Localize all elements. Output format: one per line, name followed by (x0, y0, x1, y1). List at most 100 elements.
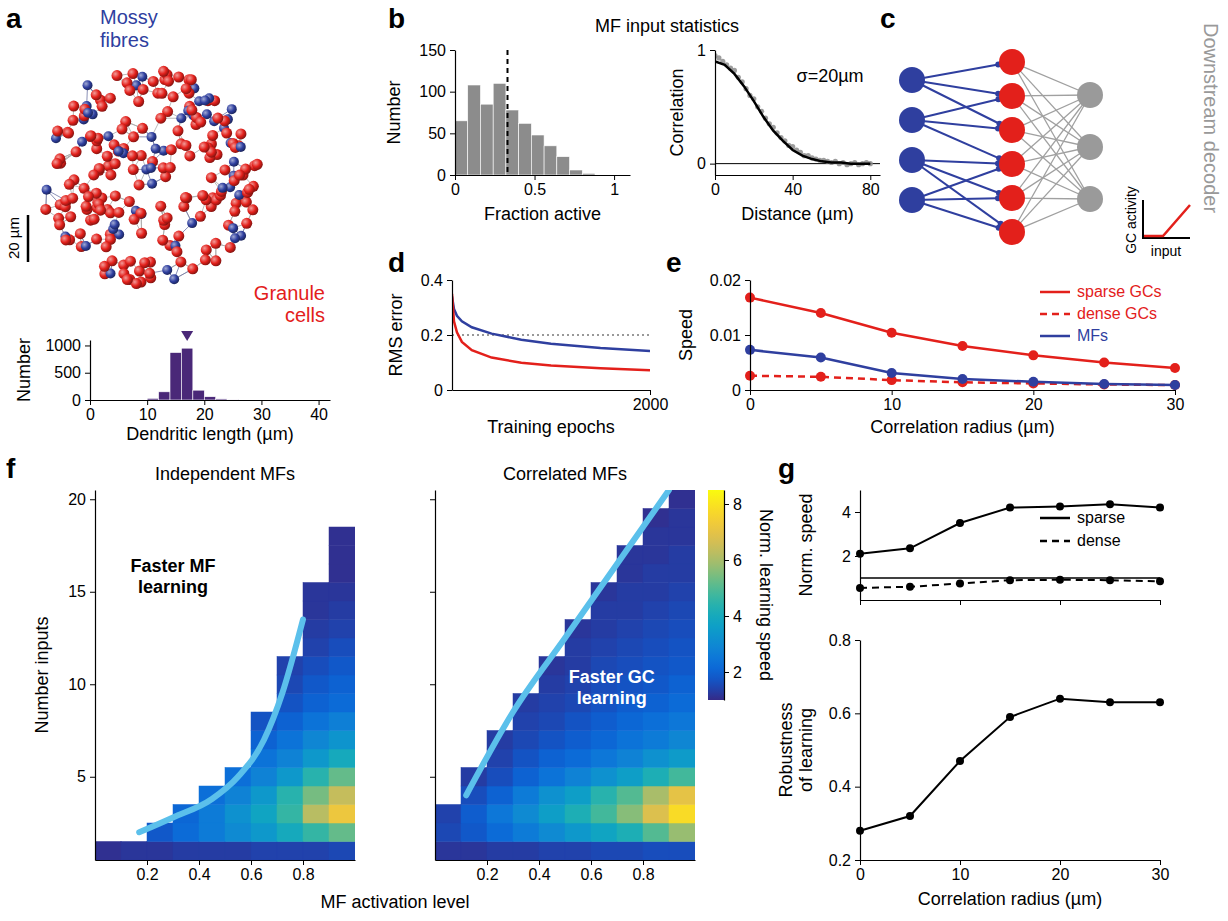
heat-cell (303, 712, 329, 731)
network-illustration (40, 66, 262, 289)
tick: 0 (697, 155, 715, 172)
tick-mark (1060, 600, 1061, 605)
heat-cell (513, 768, 539, 787)
mossy-connection (912, 160, 999, 193)
mossy-fibre (218, 183, 228, 193)
tick-label: 10 (883, 396, 901, 413)
granule-cell (157, 235, 168, 246)
mossy-connection (912, 120, 999, 158)
axis-line (751, 390, 1176, 391)
y-axis (430, 491, 436, 861)
tick: 40 (310, 400, 328, 423)
tick-mark (724, 672, 729, 673)
axis-line (91, 400, 331, 401)
tick-label: 20 (68, 491, 86, 508)
heat-cell (591, 786, 617, 805)
marker (1106, 698, 1114, 706)
tick-mark (90, 592, 95, 593)
heat-cell (617, 731, 643, 750)
marker (887, 328, 897, 338)
tick: 10 (952, 860, 970, 883)
granule-cell (127, 68, 138, 79)
tick-mark (724, 504, 729, 505)
tick-label: 1 (697, 42, 706, 59)
heat-cell (251, 768, 277, 787)
tick-mark (643, 860, 644, 865)
tick-mark (447, 280, 452, 281)
tick: 10 (68, 676, 95, 693)
tick-label: 1 (610, 181, 619, 198)
axis-line (861, 860, 1161, 861)
tick-mark (450, 92, 455, 93)
granule-cell (137, 123, 148, 134)
x-axis: 0.20.40.60.8 (96, 860, 356, 883)
tick-mark (450, 133, 455, 134)
heat-cell (277, 731, 303, 750)
title: MF input statistics (595, 16, 739, 36)
inset-label: input (1151, 243, 1181, 259)
heat-cell (565, 712, 591, 731)
annotation: Faster GClearning (569, 667, 655, 708)
tick: 1 (697, 42, 715, 59)
granule-cell (89, 214, 100, 225)
tick: 30 (253, 400, 271, 423)
panel-4: 010203000.010.02Correlation radius (µm)S… (676, 272, 1185, 437)
annotation: σ=20µm (797, 66, 864, 86)
decoder-label: Downstream decoder (1200, 23, 1222, 213)
heat-cell (565, 842, 591, 861)
heat-cell (669, 675, 695, 694)
tick-label: 20 (1025, 396, 1043, 413)
tick-mark (591, 860, 592, 865)
line-series (452, 297, 650, 351)
granule-cell (210, 238, 221, 249)
granule-cell (234, 170, 245, 181)
granule-cell (244, 184, 255, 195)
marker (1156, 698, 1164, 706)
x-axis: 0.20.40.60.8 (436, 860, 696, 883)
mossy-fibre-node (899, 107, 925, 133)
y-axis: 5101520 (68, 491, 95, 861)
heat-cell (329, 638, 355, 657)
tick-label: 0.2 (476, 866, 498, 883)
tick: 20 (68, 491, 95, 508)
heat-cell (669, 490, 695, 509)
granule-cell (166, 144, 177, 155)
heat-cell (643, 601, 669, 620)
granule-cell (195, 211, 206, 222)
tick: 30 (1152, 860, 1170, 883)
axis-line (96, 860, 356, 861)
heat-cell (669, 694, 695, 713)
bar (582, 173, 595, 175)
tick-mark (745, 280, 750, 281)
mossy-fibre (147, 132, 157, 142)
heat-cell (669, 842, 695, 861)
tick: 500 (54, 364, 90, 381)
heat-cell (669, 768, 695, 787)
marker (1156, 577, 1164, 585)
granule-cell (91, 89, 102, 100)
heat-cell (277, 842, 303, 861)
granule-cell (173, 231, 184, 242)
tick: 0.01 (710, 327, 750, 344)
heat-cell (329, 601, 355, 620)
plot-area (455, 50, 595, 175)
tick: 80 (862, 175, 880, 198)
tick-label: 30 (1167, 396, 1185, 413)
granule-cell (83, 191, 94, 202)
granule-cell (199, 142, 210, 153)
x-axis-title: Dendritic length (µm) (126, 424, 293, 444)
y-axis: 24 (842, 491, 860, 601)
marker (1028, 377, 1038, 387)
granule-cell-node (999, 151, 1025, 177)
heat-cell (303, 805, 329, 824)
heat-cell (643, 620, 669, 639)
marker (956, 519, 964, 527)
tick-label: 8 (733, 496, 742, 513)
marker (906, 583, 914, 591)
mossy-connection (912, 160, 1001, 224)
tick-mark (487, 860, 488, 865)
bar (557, 157, 570, 175)
tick-label: 50 (428, 125, 446, 142)
mossy-connection (912, 64, 998, 80)
tick: 4 (842, 504, 860, 521)
